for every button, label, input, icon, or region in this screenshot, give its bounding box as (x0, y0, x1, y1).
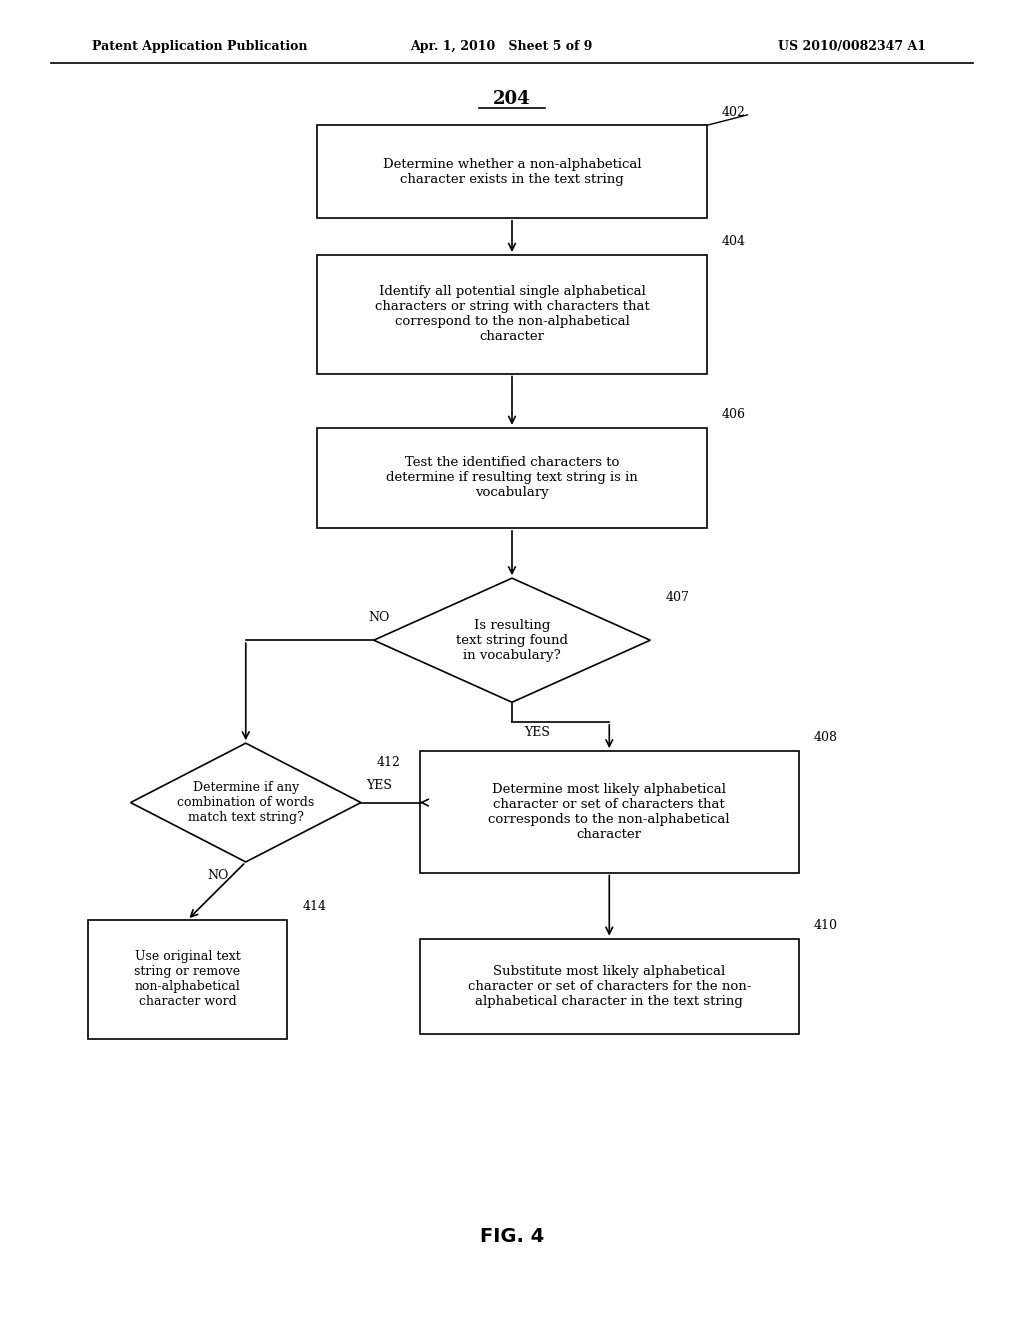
FancyBboxPatch shape (317, 428, 707, 528)
FancyBboxPatch shape (317, 125, 707, 218)
Text: Determine whether a non-alphabetical
character exists in the text string: Determine whether a non-alphabetical cha… (383, 157, 641, 186)
FancyBboxPatch shape (420, 751, 799, 873)
Text: YES: YES (367, 779, 392, 792)
Text: Patent Application Publication: Patent Application Publication (92, 40, 307, 53)
Polygon shape (131, 743, 360, 862)
FancyBboxPatch shape (420, 939, 799, 1034)
Text: 404: 404 (722, 235, 745, 248)
Text: 204: 204 (494, 90, 530, 108)
Text: 412: 412 (377, 756, 400, 770)
Text: NO: NO (207, 869, 228, 882)
Polygon shape (374, 578, 650, 702)
FancyBboxPatch shape (317, 255, 707, 374)
Text: Determine if any
combination of words
match text string?: Determine if any combination of words ma… (177, 781, 314, 824)
FancyBboxPatch shape (87, 920, 287, 1039)
Text: Determine most likely alphabetical
character or set of characters that
correspon: Determine most likely alphabetical chara… (488, 783, 730, 841)
Text: 410: 410 (814, 919, 838, 932)
Text: NO: NO (369, 611, 390, 624)
Text: YES: YES (524, 726, 550, 739)
Text: US 2010/0082347 A1: US 2010/0082347 A1 (778, 40, 927, 53)
Text: 414: 414 (303, 900, 327, 913)
Text: Test the identified characters to
determine if resulting text string is in
vocab: Test the identified characters to determ… (386, 457, 638, 499)
Text: Apr. 1, 2010   Sheet 5 of 9: Apr. 1, 2010 Sheet 5 of 9 (410, 40, 592, 53)
Text: FIG. 4: FIG. 4 (480, 1228, 544, 1246)
Text: Identify all potential single alphabetical
characters or string with characters : Identify all potential single alphabetic… (375, 285, 649, 343)
Text: 408: 408 (814, 731, 838, 744)
Text: Substitute most likely alphabetical
character or set of characters for the non-
: Substitute most likely alphabetical char… (468, 965, 751, 1007)
Text: 402: 402 (722, 106, 745, 119)
Text: 406: 406 (722, 408, 745, 421)
Text: Is resulting
text string found
in vocabulary?: Is resulting text string found in vocabu… (456, 619, 568, 661)
Text: 407: 407 (666, 591, 689, 605)
Text: Use original text
string or remove
non-alphabetical
character word: Use original text string or remove non-a… (134, 950, 241, 1008)
